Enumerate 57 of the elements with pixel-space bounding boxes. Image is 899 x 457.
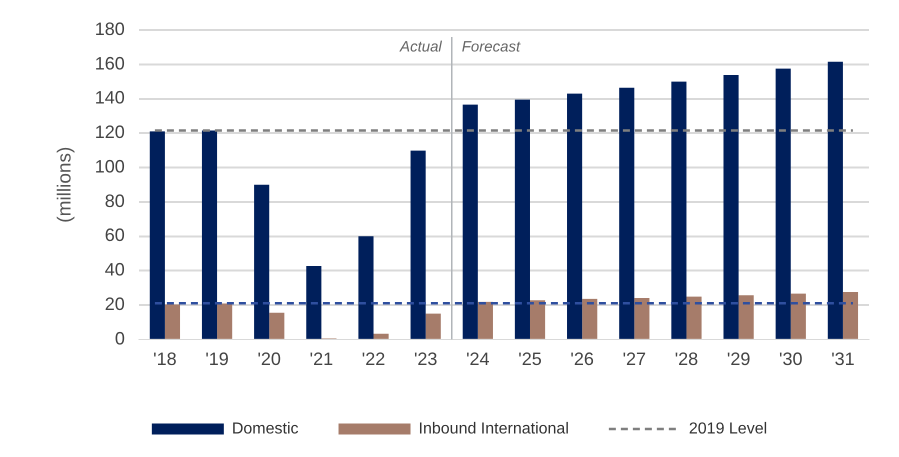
y-tick-label: 60 (104, 225, 125, 246)
bar (634, 298, 650, 339)
y-tick-label: 120 (94, 122, 125, 142)
bar (671, 82, 686, 339)
x-tick-label: '21 (310, 349, 334, 370)
y-axis-title: (millions) (54, 146, 76, 223)
x-tick-label: '24 (466, 349, 490, 370)
x-tick-label: '27 (622, 349, 646, 370)
annotation: Actual (399, 38, 442, 56)
x-tick-label: '19 (205, 349, 229, 370)
x-tick-label: '31 (831, 349, 855, 370)
annotation: Forecast (462, 38, 521, 56)
x-tick-label: '23 (414, 349, 438, 370)
bar (269, 312, 284, 339)
bar (217, 303, 232, 339)
y-tick-label: 0 (114, 328, 125, 348)
y-tick-label: 20 (104, 294, 125, 314)
y-tick-label: 160 (94, 53, 125, 74)
bar (514, 100, 530, 339)
bar (150, 131, 165, 339)
bar (478, 302, 493, 339)
y-tick-label: 80 (104, 190, 125, 211)
x-tick-label: '28 (674, 349, 698, 370)
bar (462, 104, 478, 339)
y-tick-label: 140 (94, 88, 125, 108)
bar (202, 130, 218, 339)
bar (254, 184, 270, 339)
legend-label: Inbound International (418, 420, 569, 438)
bar (619, 88, 634, 339)
x-tick-label: '30 (779, 349, 802, 370)
x-tick-label: '20 (257, 349, 281, 370)
bar (426, 314, 441, 339)
bar (410, 150, 426, 339)
bar (738, 295, 754, 339)
legend-label: Domestic (232, 420, 299, 438)
bar (723, 75, 739, 339)
bar (582, 298, 598, 339)
x-tick-label: '25 (518, 349, 542, 370)
y-tick-label: 40 (104, 260, 125, 280)
bar (842, 292, 858, 339)
x-tick-label: '18 (153, 349, 177, 370)
legend-label: 2019 Level (688, 420, 768, 438)
x-tick-label: '29 (726, 349, 750, 370)
bar (306, 266, 322, 339)
bar (776, 68, 791, 339)
bar (374, 334, 389, 339)
y-tick-label: 180 (94, 18, 125, 39)
bar (358, 236, 374, 339)
x-tick-label: '26 (570, 349, 594, 370)
bar (530, 300, 546, 339)
bar (686, 296, 702, 339)
bar (567, 94, 582, 339)
bar (828, 62, 843, 339)
bar (790, 294, 806, 339)
bar (164, 304, 180, 339)
y-tick-label: 100 (94, 156, 125, 176)
x-tick-label: '22 (362, 349, 386, 370)
